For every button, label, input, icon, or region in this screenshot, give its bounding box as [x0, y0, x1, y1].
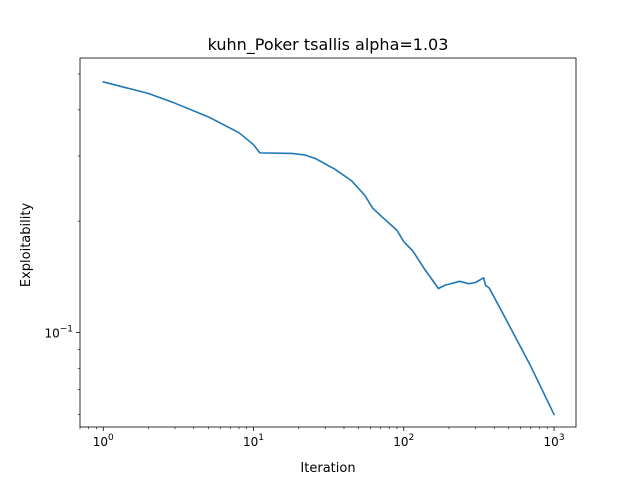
- y-axis-label: Exploitability: [19, 203, 34, 288]
- y-axis-ticks: 10−1: [44, 73, 80, 415]
- plot-area: [80, 58, 576, 427]
- x-tick-label: 102: [393, 433, 414, 449]
- x-axis-label: Iteration: [300, 461, 355, 476]
- plot-frame: [79, 57, 577, 428]
- y-tick-label: 10−1: [44, 324, 73, 340]
- x-tick-label: 103: [544, 433, 565, 449]
- series-line-0: [102, 80, 556, 416]
- series-layer: [102, 80, 556, 416]
- x-tick-label: 100: [93, 433, 114, 449]
- x-tick-label: 101: [243, 433, 264, 449]
- chart-title: kuhn_Poker tsallis alpha=1.03: [208, 35, 449, 55]
- x-axis-ticks: 100 101 102 103: [79, 427, 565, 449]
